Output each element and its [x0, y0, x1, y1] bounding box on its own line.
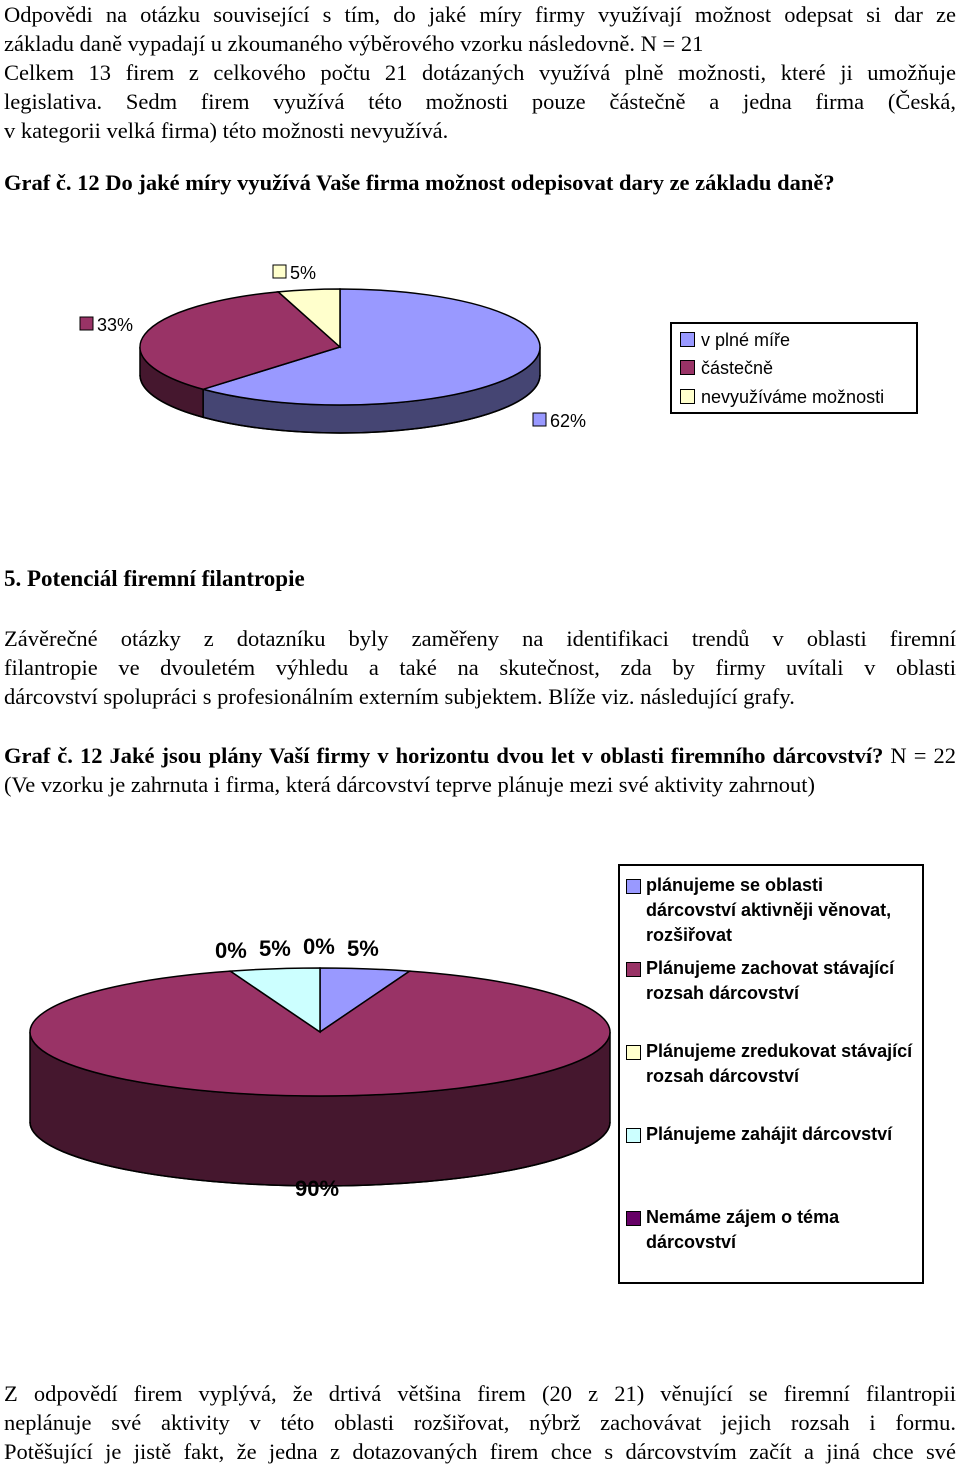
- intro-line: v kategorii velká firma) této možnosti n…: [4, 118, 449, 143]
- legend-swatch: [626, 1045, 641, 1060]
- conclusion-line: Potěšující je jistě fakt, že jedna z dot…: [4, 1439, 956, 1464]
- intro-paragraph: Odpovědi na otázku související s tím, do…: [4, 0, 956, 145]
- legend-item: v plné míře: [680, 330, 790, 351]
- legend-item: plánujeme se oblasti dárcovství aktivněj…: [626, 873, 916, 948]
- legend-label: Plánujeme zahájit dárcovství: [646, 1124, 893, 1144]
- legend-swatch: [680, 360, 695, 375]
- chart2-legend: plánujeme se oblasti dárcovství aktivněj…: [618, 864, 924, 1284]
- legend-label: plánujeme se oblasti dárcovství aktivněj…: [646, 875, 892, 945]
- pie-slice: [139, 291, 342, 391]
- pie-slice: [228, 967, 321, 1034]
- graf1-caption: Graf č. 12 Do jaké míry využívá Vaše fir…: [4, 170, 835, 195]
- legend-swatch: [626, 1211, 641, 1226]
- legend-swatch: [680, 389, 695, 404]
- legend-label: v plné míře: [701, 330, 791, 350]
- legend-swatch: [626, 1128, 641, 1143]
- pie-slice: [200, 288, 541, 406]
- conclusion-line: Z odpovědí firem vyplývá, že drtivá větš…: [4, 1381, 956, 1406]
- intro-line: legislativa. Sedm firem využívá této mož…: [4, 89, 956, 114]
- data-label: 90%: [295, 1176, 339, 1201]
- pie-rim: [29, 1121, 611, 1187]
- section5-line: Závěrečné otázky z dotazníku byly zaměře…: [4, 626, 956, 651]
- legend-item: Plánujeme zahájit dárcovství: [626, 1122, 916, 1147]
- legend-label: Nemáme zájem o téma dárcovství: [646, 1207, 840, 1252]
- data-label: 33%: [97, 315, 133, 335]
- graf2-caption: Graf č. 12 Jaké jsou plány Vaší firmy v …: [4, 741, 956, 799]
- legend-item: nevyužíváme možnosti: [680, 387, 884, 408]
- graf2-caption-rest: N = 22 (Ve vzorku je zahrnuta i firma, k…: [4, 743, 956, 797]
- legend-item: částečně: [680, 358, 773, 379]
- legend-item: Plánujeme zachovat stávající rozsah dárc…: [626, 956, 916, 1006]
- legend-swatch: [626, 879, 641, 894]
- conclusion-paragraph: Z odpovědí firem vyplývá, že drtivá větš…: [4, 1379, 956, 1466]
- intro-line: Celkem 13 firem z celkového počtu 21 dot…: [4, 60, 956, 85]
- data-label-swatch: [79, 316, 94, 331]
- legend-label: Plánujeme zachovat stávající rozsah dárc…: [646, 958, 895, 1003]
- intro-line: základu daně vypadají u zkoumaného výběr…: [4, 31, 704, 56]
- legend-label: nevyužíváme možnosti: [701, 387, 885, 407]
- pie-slice: [29, 970, 611, 1097]
- conclusion-line: neplánuje své aktivity v této oblasti ro…: [4, 1410, 956, 1435]
- legend-label: Plánujeme zredukovat stávající rozsah dá…: [646, 1041, 913, 1086]
- graf2-caption-bold: Graf č. 12 Jaké jsou plány Vaší firmy v …: [4, 743, 884, 768]
- legend-swatch: [626, 962, 641, 977]
- data-label: 62%: [550, 411, 586, 431]
- legend-item: Nemáme zájem o téma dárcovství: [626, 1205, 916, 1255]
- pie-slice: [276, 288, 341, 349]
- section5-line: dárcovství spolupráci s profesionálním e…: [4, 684, 795, 709]
- legend-item: Plánujeme zredukovat stávající rozsah dá…: [626, 1039, 916, 1089]
- pie-rim: [139, 374, 541, 434]
- chart1-legend: v plné míře částečně nevyužíváme možnost…: [670, 322, 918, 414]
- section5-paragraph: Závěrečné otázky z dotazníku byly zaměře…: [4, 624, 956, 711]
- data-label: 0%: [215, 938, 247, 963]
- data-label-swatch: [532, 412, 547, 427]
- data-label: 5%: [347, 936, 379, 961]
- intro-line: Odpovědi na otázku související s tím, do…: [4, 2, 956, 27]
- data-label: 0%: [303, 934, 335, 959]
- legend-swatch: [680, 332, 695, 347]
- data-label: 5%: [259, 936, 291, 961]
- section5-line: filantropie ve dvouletém výhledu a také …: [4, 655, 956, 680]
- legend-label: částečně: [701, 358, 774, 378]
- section5-heading: 5. Potenciál firemní filantropie: [4, 566, 305, 591]
- data-label: 5%: [290, 263, 316, 283]
- data-label-swatch: [272, 264, 287, 279]
